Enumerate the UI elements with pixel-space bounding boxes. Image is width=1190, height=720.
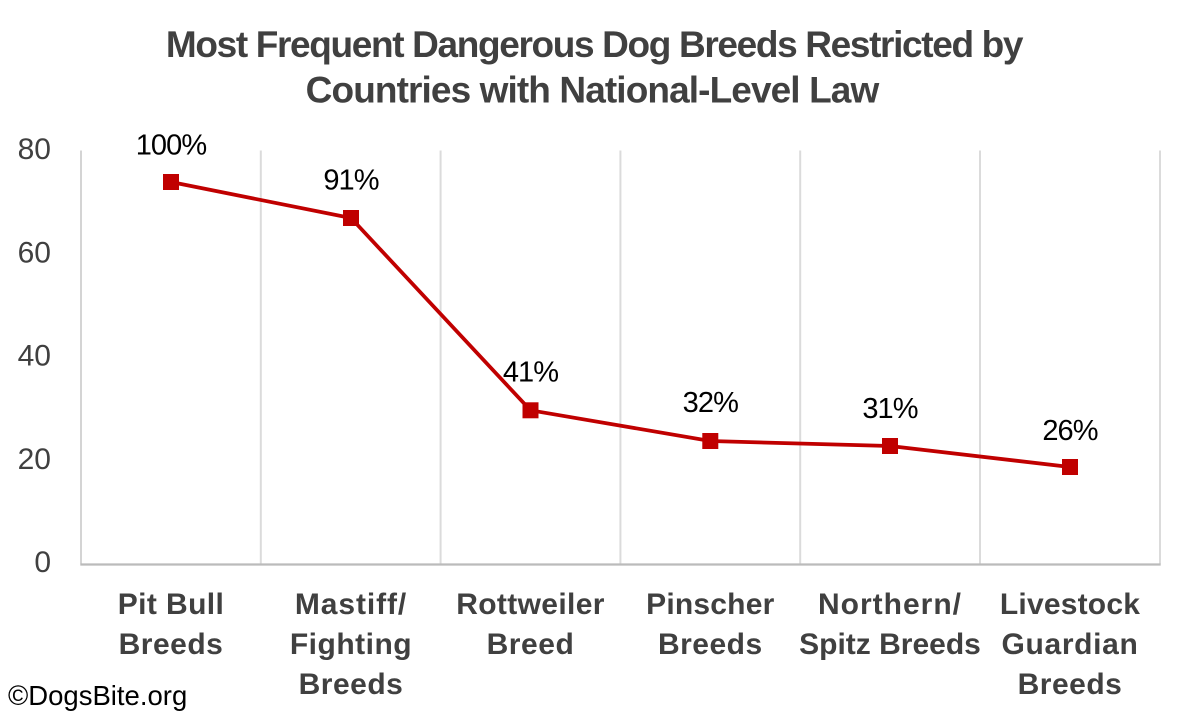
svg-text:26%: 26% xyxy=(1042,415,1097,447)
svg-text:100%: 100% xyxy=(136,130,207,162)
svg-text:Breeds: Breeds xyxy=(1018,668,1123,701)
svg-text:32%: 32% xyxy=(683,387,738,419)
svg-text:Countries with National-Level: Countries with National-Level Law xyxy=(306,69,880,110)
svg-text:20: 20 xyxy=(18,443,51,476)
svg-text:Breeds: Breeds xyxy=(658,628,763,661)
svg-text:Breeds: Breeds xyxy=(299,668,404,701)
svg-text:Guardian: Guardian xyxy=(1002,628,1139,661)
svg-text:41%: 41% xyxy=(503,356,558,388)
svg-text:60: 60 xyxy=(18,237,51,270)
svg-text:91%: 91% xyxy=(323,164,378,196)
svg-text:Mastiff/: Mastiff/ xyxy=(295,588,407,621)
svg-text:0: 0 xyxy=(34,546,51,579)
svg-text:Livestock: Livestock xyxy=(1000,588,1140,621)
svg-text:©DogsBite.org: ©DogsBite.org xyxy=(8,680,187,711)
svg-text:Pinscher: Pinscher xyxy=(646,588,774,621)
svg-text:Spitz Breeds: Spitz Breeds xyxy=(799,628,981,661)
svg-text:Most Frequent Dangerous Dog Br: Most Frequent Dangerous Dog Breeds Restr… xyxy=(166,24,1024,65)
svg-text:40: 40 xyxy=(18,340,51,373)
svg-text:Breeds: Breeds xyxy=(119,628,224,661)
svg-text:Pit Bull: Pit Bull xyxy=(118,588,225,621)
svg-text:Rottweiler: Rottweiler xyxy=(456,588,605,621)
svg-text:31%: 31% xyxy=(862,393,917,425)
svg-text:Breed: Breed xyxy=(487,628,575,661)
svg-text:Fighting: Fighting xyxy=(290,628,412,661)
svg-text:80: 80 xyxy=(18,133,51,166)
svg-text:Northern/: Northern/ xyxy=(818,588,962,621)
